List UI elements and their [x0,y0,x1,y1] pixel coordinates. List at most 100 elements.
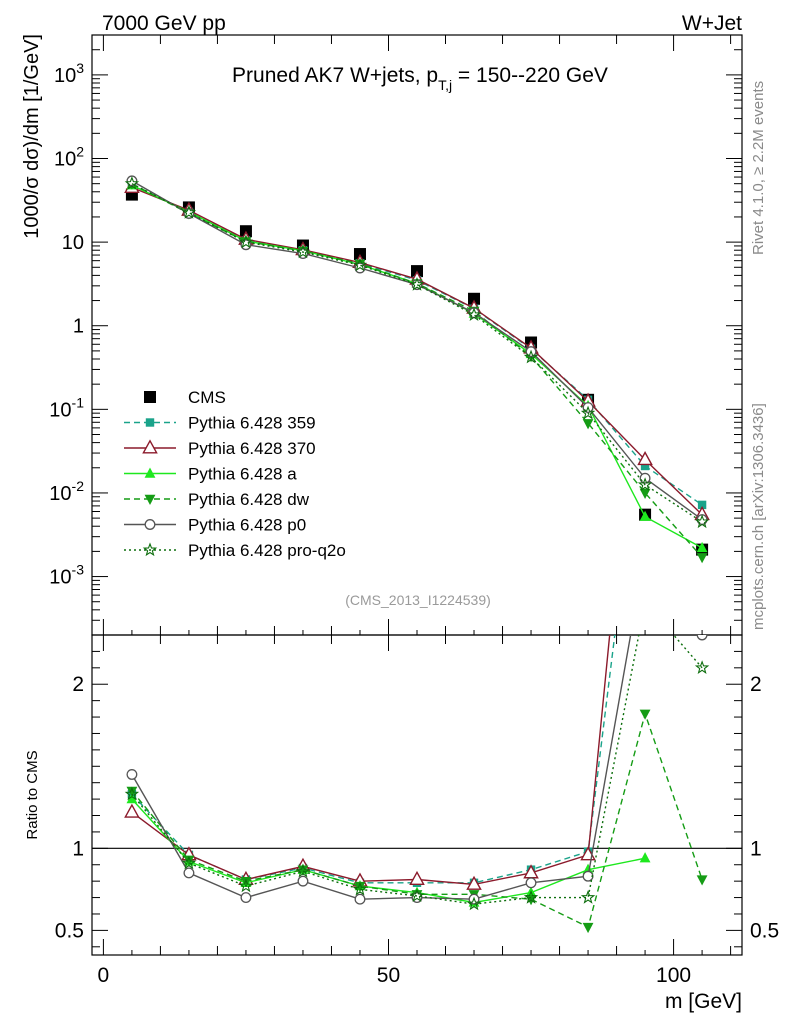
legend-marker [142,542,158,557]
main-series-layer [124,175,710,564]
point-pythia-6-428-359 [697,500,707,510]
point-pythia-6-428-a [696,541,708,553]
point-pythia-6-428-pro-q2o [694,514,710,529]
ratio-frame [91,634,743,956]
process-label: W+Jet [682,12,742,35]
legend-label: Pythia 6.428 359 [188,414,316,433]
y-tick-label-base: 10 [49,399,71,421]
y-tick-label-right: 0.5 [750,919,779,942]
point-pythia-6-428-370-shape [637,451,653,466]
legend-marker-shape [142,542,158,557]
legend-label: CMS [188,388,226,407]
legend-item-cms: CMS [144,388,226,407]
point-pythia-6-428-a-shape [126,793,138,804]
y-tick-label: 103 [54,60,84,87]
legend-marker [144,494,156,505]
legend-label: Pythia 6.428 370 [188,439,316,458]
point-pythia-6-428-pro-q2o [181,205,197,219]
y-tick-label: 0.5 [55,919,84,942]
y-tick-label-base: 10 [54,65,76,87]
main-y-axis-label: 1000/σ dσ)/dm [1/GeV] [21,34,43,239]
y-tick-label-base: 10 [49,483,71,505]
legend-label: Pythia 6.428 p0 [188,516,306,535]
legend-marker [144,391,156,403]
point-pythia-6-428-p0 [126,769,138,780]
point-pythia-6-428-359 [640,461,650,471]
point-pythia-6-428-370-shape [409,870,425,886]
x-axis-label: m [GeV] [665,990,742,1013]
point-pythia-6-428-pro-q2o-shape [238,234,254,249]
energy-label: 7000 GeV pp [102,12,226,35]
series-line-pythia-6-428-370 [131,635,611,886]
point-pythia-6-428-pro-q2o-shape [466,307,482,321]
point-pythia-6-428-pro-q2o [352,881,368,896]
point-pythia-6-428-pro-q2o [409,888,425,903]
y-tick-label-exponent: 3 [76,60,84,76]
y-tick-label: 102 [54,144,84,171]
point-pythia-6-428-pro-q2o-shape [694,660,710,674]
point-pythia-6-428-pro-q2o-shape [580,405,596,420]
point-pythia-6-428-pro-q2o-shape [466,896,482,911]
point-pythia-6-428-dw [696,875,708,886]
point-pythia-6-428-a [126,793,138,804]
point-pythia-6-428-dw-shape [696,875,708,886]
point-pythia-6-428-pro-q2o-shape [637,477,653,491]
point-pythia-6-428-370-shape [124,803,140,818]
point-pythia-6-428-dw [582,419,594,430]
point-pythia-6-428-p0-shape [354,893,366,905]
point-pythia-6-428-p0 [696,635,708,641]
point-pythia-6-428-p0 [525,877,537,889]
legend-label: Pythia 6.428 pro-q2o [188,541,346,560]
x-tick-label: 100 [656,964,691,987]
point-pythia-6-428-pro-q2o-shape [352,257,368,272]
ratio-series-layer [124,635,710,934]
point-cms [468,292,481,305]
legend: CMS Pythia 6.428 359 Pythia 6.428 370 Pythi… [124,388,346,560]
legend-marker [144,519,156,530]
point-pythia-6-428-dw-shape [696,553,708,564]
y-tick-label: 1 [73,316,84,338]
point-pythia-6-428-dw [297,865,309,876]
legend-marker [144,467,156,478]
plot-title-suffix: = 150--220 GeV [452,64,608,87]
y-tick-label: 1 [72,837,84,860]
point-pythia-6-428-a-shape [639,852,651,863]
point-pythia-6-428-p0 [297,875,309,887]
point-pythia-6-428-p0-shape [126,769,138,780]
point-pythia-6-428-dw-shape [639,709,651,720]
point-pythia-6-428-dw-shape [240,876,252,888]
point-pythia-6-428-pro-q2o [523,889,539,904]
series-line-pythia-6-428-a [131,798,646,904]
legend-item-pythia-6-428-a: Pythia 6.428 a [124,465,297,484]
point-pythia-6-428-370 [124,803,140,818]
y-tick-label-exponent: 2 [76,144,84,160]
point-pythia-6-428-a-shape [639,510,651,521]
point-pythia-6-428-pro-q2o-shape [181,205,197,219]
point-pythia-6-428-dw-shape [354,881,366,893]
point-pythia-6-428-pro-q2o [238,878,254,893]
point-pythia-6-428-370 [466,875,482,890]
point-pythia-6-428-dw [639,709,651,720]
point-pythia-6-428-pro-q2o-shape [409,888,425,903]
plot-title: Pruned AK7 W+jets, pT,j = 150--220 GeV [232,64,608,93]
point-pythia-6-428-pro-q2o [295,863,311,878]
point-pythia-6-428-pro-q2o [466,896,482,911]
point-pythia-6-428-p0 [582,870,594,882]
point-pythia-6-428-pro-q2o [466,307,482,321]
y-tick-label: 10-3 [49,562,84,589]
point-pythia-6-428-pro-q2o-shape [694,514,710,529]
legend-label: Pythia 6.428 dw [188,490,310,509]
point-pythia-6-428-pro-q2o [580,889,596,904]
plot-title-subscript: T,j [438,77,452,93]
point-pythia-6-428-pro-q2o-shape [580,889,596,904]
legend-item-pythia-6-428-p0: Pythia 6.428 p0 [124,516,306,535]
point-pythia-6-428-pro-q2o [580,405,596,420]
legend-label: Pythia 6.428 a [188,465,297,484]
point-pythia-6-428-359-shape [640,461,650,471]
point-pythia-6-428-pro-q2o [523,349,539,364]
point-pythia-6-428-a [639,852,651,863]
point-pythia-6-428-p0-shape [183,867,195,879]
legend-marker-shape [142,439,158,454]
